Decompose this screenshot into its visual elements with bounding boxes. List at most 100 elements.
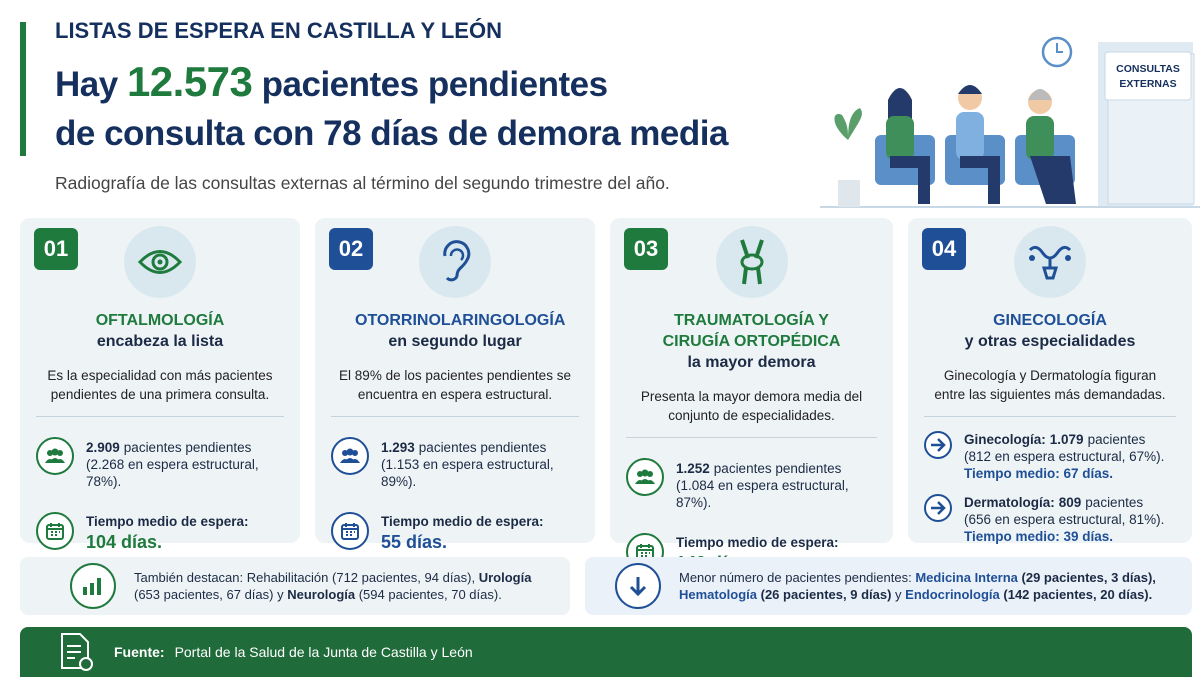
item-detail: (656 en espera estructural, 81%). — [964, 512, 1165, 527]
card: 02 OTORRINOLARINGOLOGÍA en segundo lugar El… — [315, 218, 595, 552]
text-segment: Hematología — [679, 587, 758, 602]
icon-circle — [626, 458, 664, 496]
icon — [341, 523, 359, 540]
patient-label: pacientes pendientes — [713, 461, 842, 476]
icon — [635, 469, 655, 484]
icon — [1028, 245, 1072, 280]
text-segment: Medicina Interna — [915, 570, 1018, 585]
strip: También destacan: Rehabilitación (712 pa… — [20, 557, 570, 615]
sign-text: EXTERNAS — [1119, 78, 1176, 90]
icon-circle — [331, 437, 369, 475]
card: 04 GINECOLOGÍA y otras especialidades Ginec… — [908, 218, 1192, 545]
badge: 04 — [922, 228, 966, 270]
badge: 02 — [329, 228, 373, 270]
card-subtitle: encabeza la lista — [96, 333, 224, 350]
stat-text: Tiempo medio de espera: 104 días. — [86, 512, 249, 554]
people — [875, 85, 1076, 204]
divider — [36, 416, 284, 417]
wait-value: 55 días. — [381, 532, 448, 552]
item-text: Dermatología: 809 pacientes (656 en espera … — [964, 494, 1164, 545]
item-name: Dermatología: — [964, 495, 1055, 510]
specialty-icon — [1014, 226, 1086, 298]
wait-label: Tiempo medio de espera: — [381, 514, 544, 529]
chart-icon — [70, 563, 116, 609]
item-row: Ginecología: 1.079 pacientes (812 en espera… — [924, 431, 1176, 482]
text-segment: 12.573 — [126, 58, 253, 105]
card-title: OFTALMOLOGÍA — [95, 312, 225, 329]
item-label: pacientes — [1087, 432, 1146, 447]
icon — [46, 523, 64, 540]
icon — [45, 448, 65, 463]
stat-text: 2.909 pacientes pendientes (2.268 en esper… — [86, 437, 284, 490]
sign-text: CONSULTAS — [1116, 63, 1180, 75]
item-label: pacientes — [1085, 495, 1144, 510]
accent-bar — [20, 22, 26, 156]
card-description: El 89% de los pacientes pendientes se en… — [339, 368, 571, 402]
card-subtitle: la mayor demora — [687, 354, 816, 371]
card-title: GINECOLOGÍA — [993, 312, 1107, 329]
strip-text: También destacan: Rehabilitación (712 pa… — [134, 569, 554, 603]
card: 01 OFTALMOLOGÍA encabeza la lista Es la esp… — [20, 218, 300, 552]
stat-line: 1.293 pacientes pendientes — [381, 439, 579, 456]
item-time: Tiempo medio: 67 días. — [964, 466, 1114, 481]
icon — [636, 544, 654, 561]
stat-row: Tiempo medio de espera: 104 días. — [36, 512, 284, 554]
down-icon — [615, 563, 661, 609]
icon-circle — [36, 437, 74, 475]
item-name: Ginecología: — [964, 432, 1046, 447]
item-line: Dermatología: 809 pacientes — [964, 494, 1164, 511]
card-title: TRAUMATOLOGÍA Y CIRUGÍA ORTOPÉDICA — [662, 312, 841, 350]
stat-row: 2.909 pacientes pendientes (2.268 en esper… — [36, 437, 284, 490]
icon — [83, 578, 101, 595]
patient-label: pacientes pendientes — [123, 440, 252, 455]
patient-count: 1.252 — [676, 461, 710, 476]
stat-line: 2.909 pacientes pendientes — [86, 439, 284, 456]
stat-row: Tiempo medio de espera: 55 días. — [331, 512, 579, 554]
badge: 01 — [34, 228, 78, 270]
text-segment: Neurología — [287, 587, 356, 602]
patient-label: pacientes pendientes — [418, 440, 547, 455]
patient-count: 1.293 — [381, 440, 415, 455]
strip: Menor número de pacientes pendientes: Me… — [585, 557, 1192, 615]
icon-circle — [924, 494, 952, 522]
footer-label: Fuente: — [114, 644, 165, 660]
text-segment: (29 pacientes, 3 días), — [1017, 570, 1156, 585]
icon — [931, 438, 946, 452]
wait-label: Tiempo medio de espera: — [86, 514, 249, 529]
wait-label: Tiempo medio de espera: — [676, 535, 839, 550]
text-segment: También destacan: Rehabilitación (712 pa… — [134, 570, 479, 585]
icon-circle — [924, 431, 952, 459]
stat-line: 1.252 pacientes pendientes — [676, 460, 877, 477]
badge: 03 — [624, 228, 668, 270]
text-segment: (26 pacientes, 9 días) — [757, 587, 892, 602]
text-segment: Menor número de pacientes pendientes: — [679, 570, 916, 585]
card-subtitle: y otras especialidades — [964, 333, 1136, 350]
specialty-icon — [715, 226, 788, 298]
kicker: LISTAS DE ESPERA EN CASTILLA Y LEÓN — [55, 18, 502, 43]
footer-source: Portal de la Salud de la Junta de Castil… — [174, 644, 473, 660]
strip-text: Menor número de pacientes pendientes: Me… — [679, 569, 1159, 603]
card-title: OTORRINOLARINGOLOGÍA — [355, 312, 566, 329]
item-time: Tiempo medio: 39 días. — [964, 529, 1114, 544]
text-segment: Endocrinología — [905, 587, 1000, 602]
patient-detail: (1.153 en espera estructural, 89%). — [381, 457, 554, 489]
sign — [1104, 51, 1192, 101]
card-description: Presenta la mayor demora media del conju… — [640, 389, 863, 423]
divider — [331, 416, 579, 417]
specialty-icon — [419, 226, 491, 298]
text-segment: (653 pacientes, 67 días) y — [134, 587, 288, 602]
item-detail: (812 en espera estructural, 67%). — [964, 449, 1165, 464]
icon — [739, 239, 764, 285]
item-row: Dermatología: 809 pacientes (656 en espera … — [924, 494, 1176, 545]
stat-row: 1.293 pacientes pendientes (1.153 en esper… — [331, 437, 579, 490]
card: 03 TRAUMATOLOGÍA Y CIRUGÍA ORTOPÉDICA la m… — [610, 218, 893, 573]
stat-text: 1.252 pacientes pendientes (1.084 en esper… — [676, 458, 877, 511]
item-count: 809 — [1058, 495, 1082, 510]
card-description: Ginecología y Dermatología figuran entre… — [934, 368, 1166, 402]
item-count: 1.079 — [1049, 432, 1084, 447]
pot — [838, 180, 860, 207]
waiting-room-illustration: CONSULTAS EXTERNAS — [820, 36, 1200, 208]
stat-row: 1.252 pacientes pendientes (1.084 en esper… — [626, 458, 877, 511]
patient-detail: (1.084 en espera estructural, 87%). — [676, 478, 849, 510]
